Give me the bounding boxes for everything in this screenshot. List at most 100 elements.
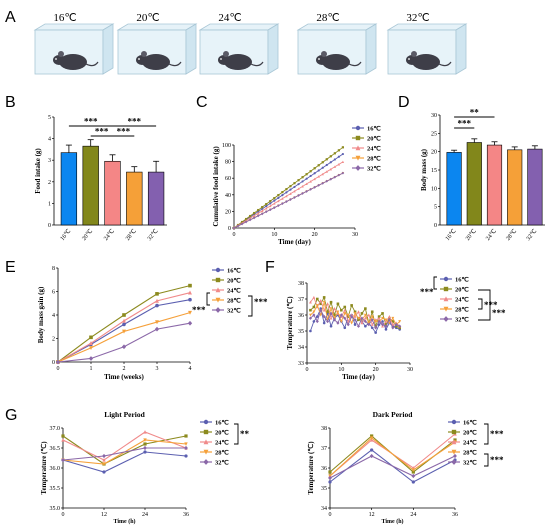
data-point	[215, 287, 221, 293]
data-point	[277, 196, 280, 199]
panel-g-dark-period: Dark Period 34 35 36 37 38 0 12 24 36 Temperature …	[307, 410, 504, 525]
panel-b-bar-chart-x-tick-label: 20℃	[81, 228, 94, 242]
data-point	[350, 304, 353, 307]
significance-label: ***	[84, 117, 98, 127]
data-point	[143, 445, 147, 451]
data-point	[245, 217, 248, 221]
data-point	[305, 182, 308, 186]
data-point	[357, 310, 360, 314]
panel-e-line-chart: 0 2 4 6 8 0 1 2 3 4 Body mass gain (g) Time (weeks)…	[37, 266, 268, 381]
data-point	[363, 313, 367, 317]
series-line	[329, 437, 456, 477]
data-point	[356, 324, 361, 328]
data-point	[370, 448, 374, 452]
data-point	[184, 442, 188, 446]
panel-d-bar-chart-x-tick-label: 20℃	[465, 228, 478, 242]
bar	[527, 148, 543, 226]
data-point	[188, 310, 192, 315]
data-point	[453, 438, 457, 442]
panel-c-line-chart-y-tick-label: 60	[225, 176, 231, 182]
panel-b-bar-chart-y-tick-label: 3	[48, 158, 51, 164]
panel-label-E: E	[5, 259, 16, 276]
data-point	[265, 204, 268, 208]
panel-d-bar-chart-y-tick-label: 5	[434, 205, 437, 211]
mouse-icon	[53, 51, 99, 70]
panel-label-B: B	[5, 94, 16, 111]
legend-label: 20℃	[215, 428, 230, 436]
data-point	[360, 321, 364, 325]
data-point	[322, 321, 326, 325]
data-point	[316, 315, 319, 318]
data-point	[451, 439, 457, 445]
data-point	[154, 326, 160, 332]
data-point	[285, 191, 288, 194]
data-point	[326, 319, 330, 324]
data-point	[363, 319, 367, 324]
data-point	[305, 173, 308, 176]
panel-g-light-period-x-axis-label: Time (h)	[113, 518, 135, 525]
data-point	[381, 320, 384, 323]
legend-label: 24℃	[367, 144, 382, 152]
significance-bracket	[206, 292, 210, 306]
panel-d-bar-chart: 0 5 10 15 20 25 30 Body mass (g) 16℃ 20℃ 24℃ 28℃ 32℃…	[420, 108, 545, 242]
data-point	[188, 290, 192, 295]
panel-g-dark-period-y-tick-label: 36	[321, 466, 327, 472]
data-point	[353, 318, 357, 322]
data-point	[326, 302, 330, 306]
cage-icon	[198, 23, 280, 75]
data-point	[122, 318, 126, 323]
data-point	[384, 318, 388, 322]
data-point	[346, 315, 350, 318]
legend-label: 32℃	[215, 458, 230, 466]
panel-g-light-period: Light Period 35.0 35.5 36.0 36.5 37.0 0 12 24 36 T…	[40, 410, 250, 525]
data-point	[293, 189, 296, 193]
data-point	[451, 419, 457, 425]
data-point	[384, 324, 388, 328]
data-point	[102, 462, 106, 466]
cage-temperature-label: 16℃	[53, 12, 76, 24]
data-point	[184, 445, 188, 451]
data-point	[268, 208, 272, 212]
data-point	[384, 328, 388, 331]
data-point	[443, 276, 449, 282]
data-point	[360, 312, 364, 315]
data-point	[315, 319, 319, 324]
data-point	[364, 324, 367, 328]
panel-g-light-period-x-tick-label: 12	[101, 512, 107, 518]
significance-label: ***	[484, 300, 498, 310]
panel-f-line-chart-x-tick-label: 20	[373, 367, 379, 373]
data-point	[321, 161, 324, 164]
panel-g-dark-period-y-axis-label: Temperature (℃)	[307, 441, 315, 495]
panel-label-F: F	[265, 259, 275, 276]
data-point	[289, 188, 292, 191]
data-point	[261, 205, 264, 209]
panel-b-bar-chart-x-tick-label: 24℃	[103, 228, 116, 242]
panel-c-line-chart-y-tick-label: 100	[222, 143, 231, 149]
data-point	[309, 187, 312, 191]
data-point	[387, 318, 391, 322]
data-point	[374, 331, 377, 334]
data-point	[329, 161, 332, 164]
data-point	[309, 174, 312, 178]
panel-d-bar-chart-y-tick-label: 30	[431, 113, 437, 119]
data-point	[89, 335, 93, 340]
significance-label: ***	[254, 297, 268, 307]
data-point	[325, 158, 328, 161]
bar	[147, 171, 165, 226]
data-point	[325, 170, 328, 173]
data-point	[380, 322, 385, 327]
data-point	[381, 312, 384, 315]
panel-d-bar-chart-x-tick-label: 24℃	[485, 228, 498, 242]
bar	[486, 144, 503, 226]
data-point	[340, 308, 343, 312]
data-point	[317, 169, 320, 172]
data-point	[240, 222, 244, 226]
data-point	[257, 208, 260, 212]
data-point	[89, 346, 93, 351]
data-point	[394, 322, 398, 327]
data-point	[328, 480, 332, 484]
data-point	[451, 429, 457, 435]
series-line	[233, 146, 344, 229]
panel-e-line-chart-x-tick-label: 3	[156, 366, 159, 372]
data-point	[102, 470, 106, 474]
